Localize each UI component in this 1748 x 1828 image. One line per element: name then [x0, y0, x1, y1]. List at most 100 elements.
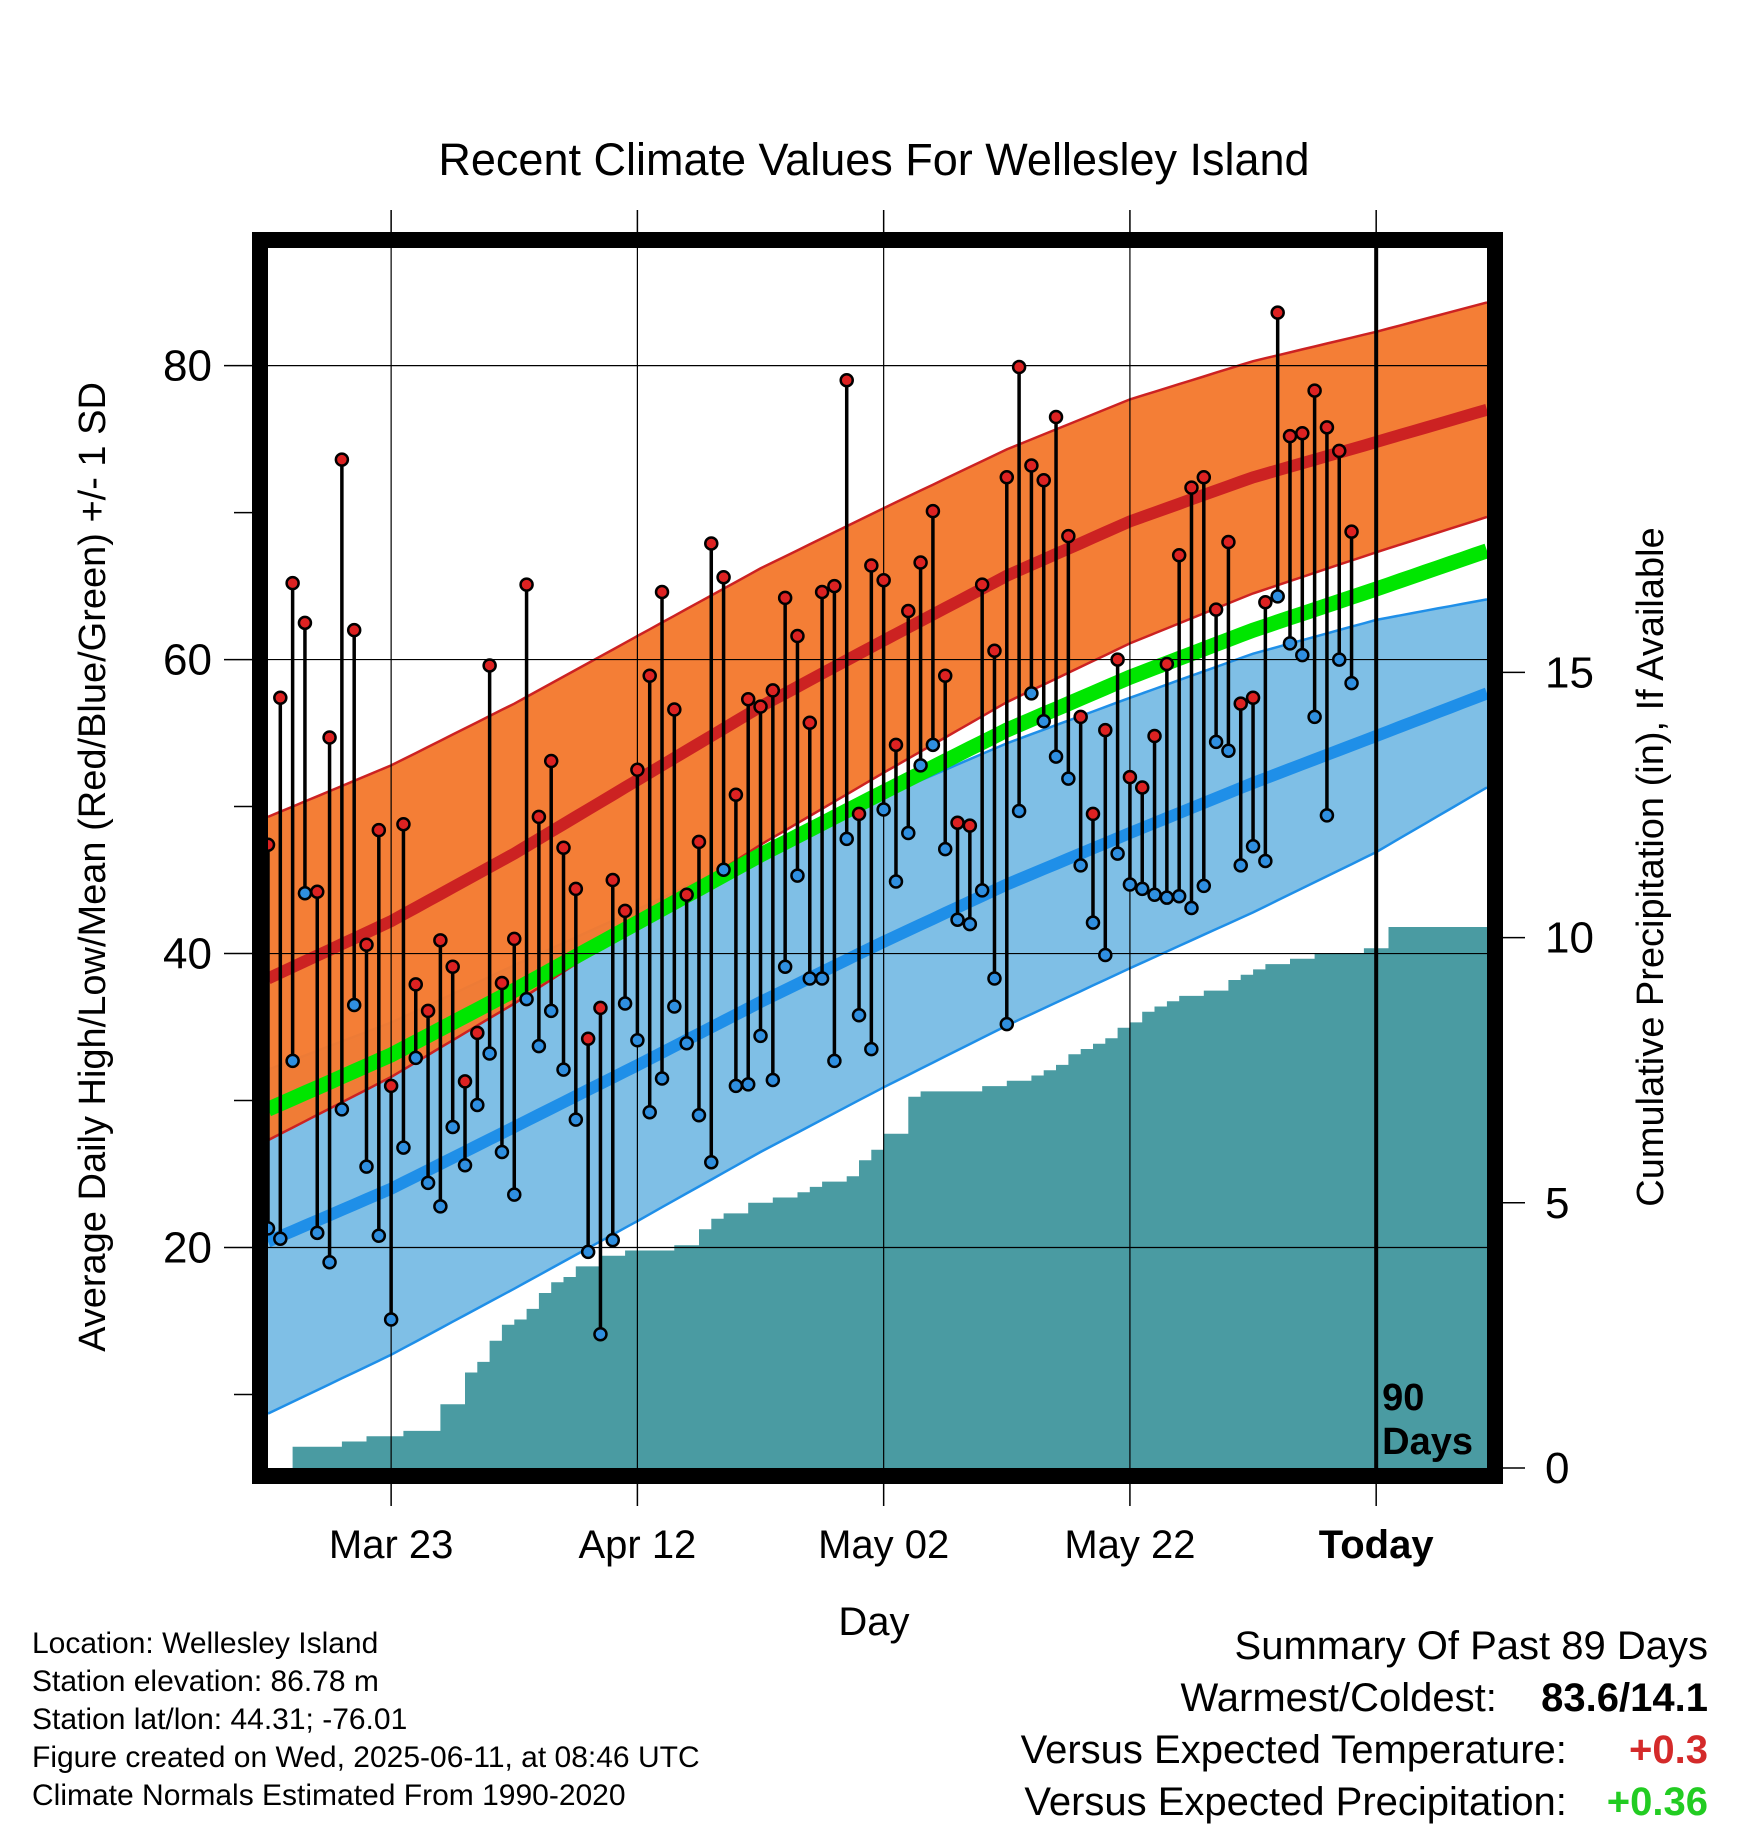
daily-high-point	[716, 570, 731, 585]
y-tick-label: 40	[163, 930, 212, 979]
daily-low-point	[962, 916, 978, 932]
daily-high-point	[679, 887, 694, 902]
daily-low-point	[383, 1312, 399, 1327]
daily-low-point	[543, 1003, 559, 1019]
daily-high-point	[925, 503, 941, 519]
daily-high-point	[1048, 409, 1064, 425]
daily-low-point	[346, 997, 362, 1013]
daily-low-point	[1098, 947, 1113, 963]
elevation-text: Station elevation: 86.78 m	[32, 1665, 379, 1698]
y-tick-label: 20	[163, 1224, 212, 1273]
daily-high-point	[531, 809, 547, 825]
daily-low-point	[580, 1244, 596, 1260]
daily-low-point	[753, 1028, 768, 1044]
daily-high-point	[1110, 652, 1125, 667]
daily-low-point	[1282, 636, 1298, 651]
daily-high-point	[482, 658, 497, 673]
daily-low-point	[408, 1050, 424, 1066]
daily-high-point	[1147, 728, 1162, 744]
daily-high-point	[1270, 305, 1285, 320]
daily-low-point	[1319, 808, 1335, 823]
daily-high-point	[777, 590, 793, 606]
daily-low-point	[482, 1046, 497, 1061]
daily-high-point	[1233, 696, 1248, 711]
daily-low-point	[1184, 900, 1199, 916]
daily-low-point	[1122, 877, 1138, 892]
daily-high-point	[827, 578, 842, 594]
daily-low-point	[470, 1097, 485, 1113]
daily-low-point	[1270, 589, 1285, 604]
daily-high-point	[1098, 722, 1113, 738]
daily-low-point	[420, 1175, 436, 1191]
daily-high-point	[1024, 458, 1039, 473]
daily-high-point	[359, 937, 374, 952]
daily-low-point	[322, 1254, 337, 1270]
daily-high-point	[420, 1003, 436, 1019]
daily-high-point	[962, 818, 978, 833]
x-tick-label: Apr 12	[578, 1523, 696, 1567]
daily-low-point	[1110, 846, 1125, 861]
daily-low-point	[679, 1035, 694, 1051]
precip-label: Versus Expected Precipitation:	[1024, 1780, 1567, 1824]
daily-high-point	[913, 555, 928, 570]
daily-low-point	[1295, 647, 1310, 663]
daily-low-point	[531, 1038, 547, 1054]
latlon-text: Station lat/lon: 44.31; -76.01	[32, 1703, 408, 1736]
daily-low-point	[1245, 838, 1261, 854]
temp-label: Versus Expected Temperature:	[1020, 1728, 1567, 1772]
daily-low-point	[1011, 803, 1027, 819]
daily-low-point	[802, 971, 818, 986]
daily-low-point	[765, 1072, 781, 1088]
daily-low-point	[1344, 675, 1359, 691]
daily-low-point	[519, 991, 534, 1007]
axes: 20 40 60 80 0 5 10 15 Mar 23 Apr 12 May 02 May 22 To…	[163, 210, 1594, 1567]
daily-low-point	[568, 1112, 584, 1127]
daily-high-point	[667, 702, 682, 717]
daily-high-point	[285, 575, 300, 591]
daily-high-point	[1196, 470, 1212, 485]
location-text: Location: Wellesley Island	[32, 1627, 379, 1660]
daily-low-point	[1307, 709, 1322, 725]
warm-cold-label: Warmest/Coldest:	[1180, 1676, 1497, 1720]
daily-high-point	[1331, 443, 1347, 459]
daily-low-point	[371, 1228, 387, 1244]
daily-low-point	[937, 841, 953, 857]
daily-high-point	[1085, 806, 1101, 822]
daily-high-point	[753, 699, 768, 714]
daily-high-point	[445, 959, 460, 975]
summary-heading: Summary Of Past 89 Days	[1234, 1624, 1708, 1668]
daily-high-point	[507, 931, 522, 947]
daily-stems	[268, 305, 1359, 1342]
daily-high-point	[691, 834, 707, 850]
daily-low-point	[359, 1159, 374, 1174]
daily-high-point	[519, 577, 534, 592]
daily-low-point	[593, 1326, 608, 1342]
daily-high-point	[864, 558, 879, 573]
normals-text: Climate Normals Estimated From 1990-2020	[32, 1779, 626, 1812]
daily-high-point	[1245, 690, 1261, 706]
normal-high-line	[268, 403, 1487, 984]
daily-high-point	[630, 762, 645, 778]
y-axis-label: Average Daily High/Low/Mean (Red/Blue/Gr…	[72, 382, 114, 1352]
daily-high-point	[1171, 547, 1187, 563]
daily-high-point	[1073, 709, 1088, 725]
daily-low-point	[1073, 858, 1088, 873]
daily-high-point	[593, 1000, 608, 1016]
daily-high-point	[1319, 420, 1335, 435]
daily-low-point	[268, 1221, 276, 1236]
daily-high-point	[740, 692, 756, 707]
daily-low-point	[445, 1119, 460, 1135]
daily-low-point	[433, 1199, 448, 1214]
daily-high-point	[950, 815, 965, 830]
y2-tick-label: 5	[1545, 1179, 1569, 1228]
daily-high-point	[987, 643, 1002, 658]
daily-high-point	[1258, 594, 1273, 610]
daily-high-point	[273, 690, 288, 706]
daily-low-point	[1061, 771, 1076, 786]
daily-high-point	[1122, 769, 1138, 785]
daily-high-point	[383, 1078, 399, 1094]
daily-low-point	[888, 874, 904, 889]
daily-low-point	[642, 1105, 657, 1120]
daily-low-point	[716, 862, 731, 878]
daily-low-point	[827, 1053, 842, 1069]
